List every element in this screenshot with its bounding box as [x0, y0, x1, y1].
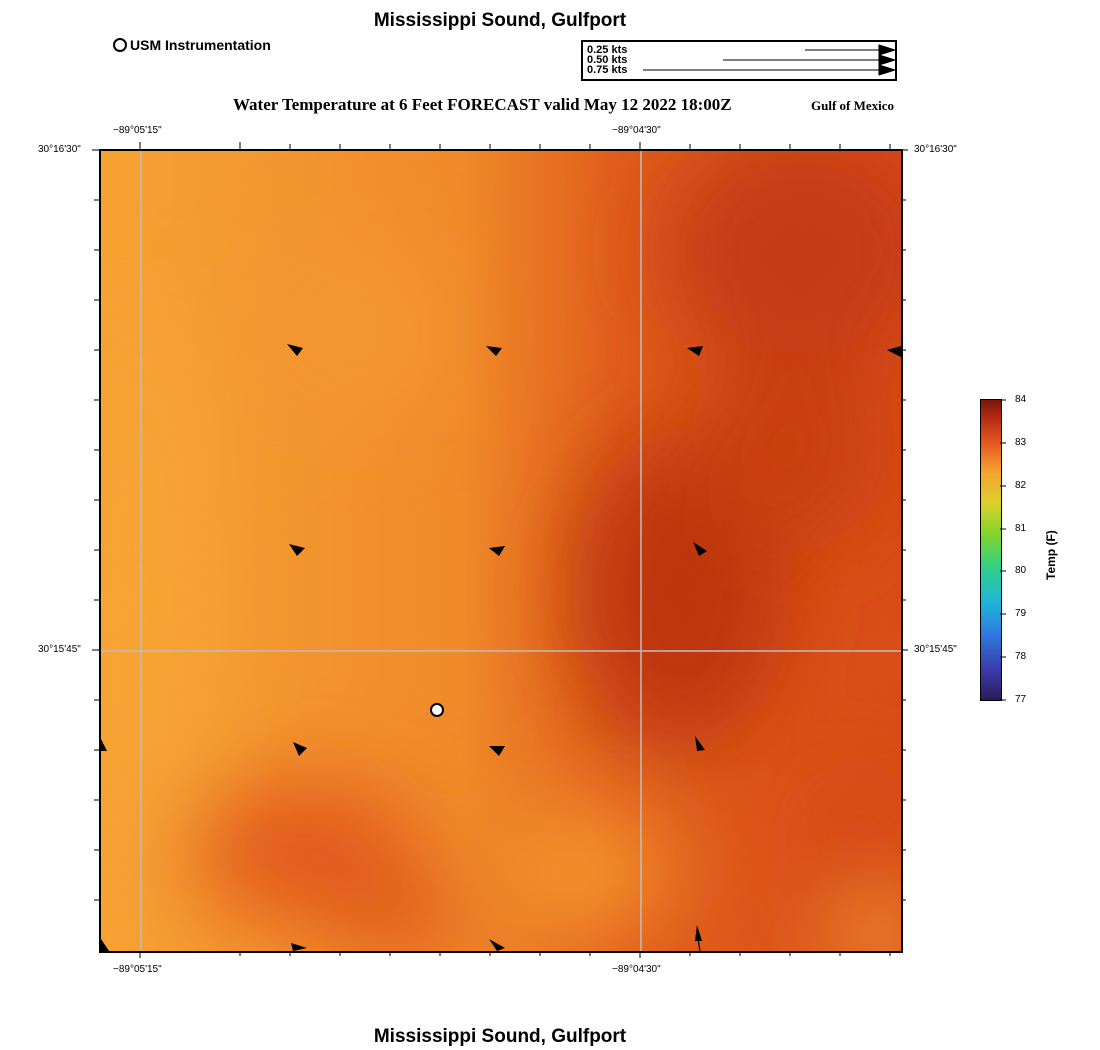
colorbar-tick-label: 82	[1015, 480, 1027, 491]
colorbar-tick-label: 81	[1015, 523, 1027, 534]
colorbar	[980, 399, 1002, 701]
current-arrow-icon	[293, 742, 307, 756]
current-arrow-icon	[887, 346, 901, 357]
current-arrow-icon	[101, 739, 107, 751]
current-arrow-icon	[489, 546, 505, 556]
vector-scale-label: 0.50 kts	[587, 54, 628, 66]
colorbar-ticks	[1000, 399, 1006, 701]
lat-label-left: 30°15'45"	[38, 644, 81, 655]
current-arrow-icon	[695, 925, 702, 941]
lon-label-top: −89°05'15"	[113, 125, 162, 136]
frame-ticks	[92, 142, 908, 958]
map-panel[interactable]	[99, 149, 903, 953]
circle-marker-icon	[113, 38, 127, 52]
station-marker-icon[interactable]	[430, 703, 444, 717]
lat-label-right: 30°15'45"	[914, 644, 957, 655]
current-arrow-icon	[695, 736, 705, 751]
vector-scale-label: 0.75 kts	[587, 64, 628, 76]
colorbar-tick-label: 78	[1015, 651, 1027, 662]
current-arrow-icon	[489, 939, 505, 951]
colorbar-tick-label: 77	[1015, 694, 1027, 705]
vector-scale-legend: 0.25 kts 0.50 kts 0.75 kts	[581, 40, 897, 81]
lon-label-bottom: −89°04'30"	[612, 964, 661, 975]
forecast-subtitle: Water Temperature at 6 Feet FORECAST val…	[233, 95, 732, 114]
map-title: Mississippi Sound, Gulfport	[373, 10, 627, 31]
temperature-field	[101, 151, 901, 951]
footer-title: Mississippi Sound, Gulfport	[373, 1026, 627, 1047]
lon-label-bottom: −89°05'15"	[113, 964, 162, 975]
vector-scale-arrows	[643, 44, 895, 76]
current-arrow-icon	[101, 939, 109, 951]
current-arrow-icon	[687, 346, 703, 356]
current-arrow-icon	[693, 542, 707, 556]
lat-label-left: 30°16'30"	[38, 144, 81, 155]
graticule	[101, 151, 901, 951]
station-legend: USM Instrumentation	[113, 37, 271, 53]
lon-label-top: −89°04'30"	[612, 125, 661, 136]
current-arrow-icon	[287, 344, 303, 356]
colorbar-tick-label: 80	[1015, 565, 1027, 576]
current-arrow-icon	[489, 746, 505, 756]
current-arrows	[101, 344, 901, 951]
vector-scale-label: 0.25 kts	[587, 44, 628, 56]
station-legend-label: USM Instrumentation	[130, 37, 271, 53]
colorbar-tick-label: 84	[1015, 394, 1027, 405]
lat-label-right: 30°16'30"	[914, 144, 957, 155]
current-arrow-icon	[289, 544, 305, 556]
colorbar-tick-label: 83	[1015, 437, 1027, 448]
colorbar-tick-label: 79	[1015, 608, 1027, 619]
current-arrow-icon	[486, 346, 502, 356]
region-label: Gulf of Mexico	[811, 98, 895, 113]
current-arrow-icon	[291, 943, 307, 951]
colorbar-title: Temp (F)	[1044, 530, 1058, 580]
